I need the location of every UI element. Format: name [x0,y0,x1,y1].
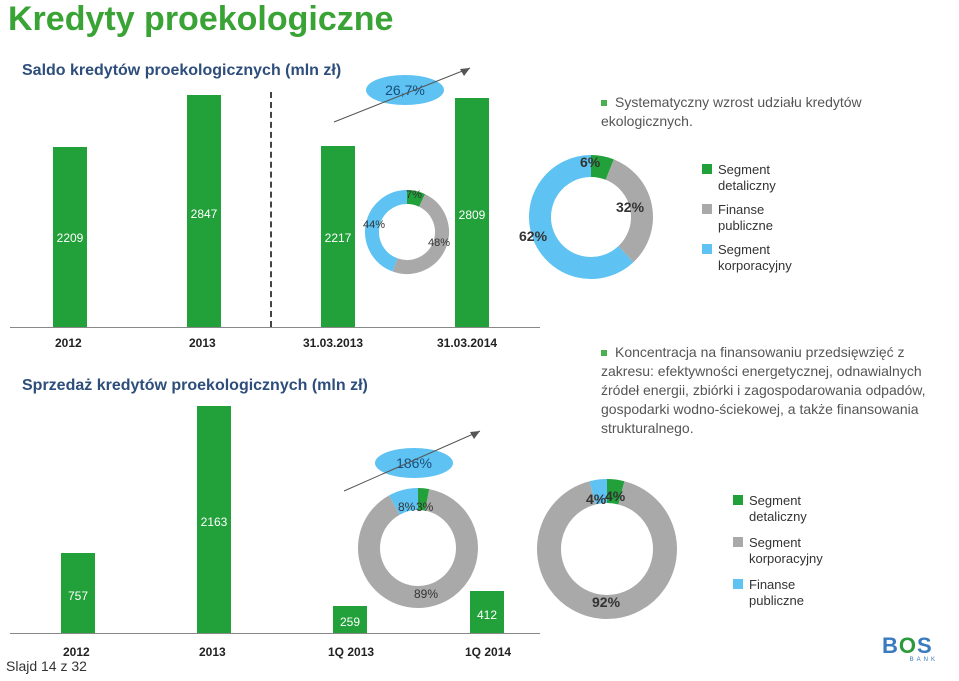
legend-swatch-blue [702,244,712,254]
dashed-separator [270,92,272,327]
axis-label-3103-2014: 31.03.2014 [437,336,498,350]
donut-slice [406,190,426,207]
bar-1q2013-bottom: 259 [333,606,367,633]
donut-label: 6% [580,154,601,170]
donut-label: 4% [605,488,626,504]
bar-2012-top: 2209 [53,147,87,327]
bottom-legend: Segment detaliczny Segment korporacyjny … [733,493,863,609]
donut-label: 92% [592,594,621,610]
growth-badge-bottom: 186% [375,448,453,478]
bar-2013-top: 2847 [187,95,221,327]
axis-label-1q2014: 1Q 2014 [465,645,512,659]
axis-label-3103-2013: 31.03.2013 [303,336,364,350]
bar-2012-bottom: 757 [61,553,95,633]
donut-slice [605,159,653,263]
donut-label: 3% [416,500,434,514]
donut-slice [529,155,634,279]
donut-label: 4% [586,491,607,507]
slide-number: Slajd 14 z 32 [6,658,87,674]
bottom-bullet: Koncentracja na finansowaniu przedsięwzi… [601,343,951,438]
bar-1q2014-bottom: 412 [470,591,504,633]
bar-value-label: 2163 [200,515,228,529]
bar-value-label: 412 [476,608,498,622]
top-bullet-text: Systematyczny wzrost udziału kredytów ek… [601,94,862,129]
donut-label: 32% [616,199,645,215]
donut-label: 62% [519,228,548,244]
growth-arrow-top [333,67,471,123]
legend-swatch-green [702,164,712,174]
legend-swatch-blue [733,579,743,589]
donut-slice [389,488,419,515]
donut-label: 8% [398,500,416,514]
donut-slice [606,479,625,505]
axis-label-2013: 2013 [199,645,226,659]
donut-slice [392,194,449,274]
legend-swatch-gray [733,537,743,547]
bar-value-label: 259 [339,615,361,629]
legend-swatch-gray [702,204,712,214]
donut-slice [537,481,677,619]
donut-slice [417,488,430,511]
donut-label: 48% [428,237,451,249]
axis-label-1q2013: 1Q 2013 [328,645,375,659]
axis-label-2012: 2012 [63,645,90,659]
growth-badge-top: 26,7% [366,75,444,105]
axis-label-2013: 2013 [189,336,216,350]
legend-item: Finanse publiczne [702,202,832,234]
page-title: Kredyty proekologiczne [8,0,394,38]
top-bullet: Systematyczny wzrost udziału kredytów ek… [601,93,901,131]
bullet-icon [601,350,607,357]
legend-item: Segment korporacyjny [733,535,863,567]
top-legend: Segment detaliczny Finanse publiczne Seg… [702,162,832,274]
donut-3103-2013 [365,190,449,274]
donut-slice [365,190,408,272]
donut-slice [590,155,614,180]
donut-1q2014 [537,479,677,619]
legend-item: Segment detaliczny [702,162,832,194]
donut-label: 7% [406,189,422,201]
donut-label: 89% [414,587,439,601]
logo-sub: BANK [909,657,938,663]
legend-swatch-green [733,495,743,505]
bar-3103-2014-top: 2809 [455,98,489,327]
legend-item: Finanse publiczne [733,577,863,609]
bar-value-label: 757 [67,589,89,603]
donut-slice [589,479,608,505]
bar-value-label: 2809 [458,208,486,222]
donut-1q2013 [358,488,478,608]
donut-slice [358,489,478,608]
legend-item: Segment korporacyjny [702,242,832,274]
bottom-section-title: Sprzedaż kredytów proekologicznych (mln … [22,377,368,394]
bar-value-label: 2217 [324,231,352,245]
bos-bank-logo: BOS BANK [882,635,944,667]
top-axis-line [10,327,540,328]
legend-item: Segment detaliczny [733,493,863,525]
top-section-title: Saldo kredytów proekologicznych (mln zł) [22,62,342,79]
bar-2013-bottom: 2163 [197,406,231,633]
axis-label-2012: 2012 [55,336,82,350]
growth-arrow-bottom [343,430,481,492]
bar-3103-2013-top: 2217 [321,146,355,327]
bar-value-label: 2847 [190,207,218,221]
bar-value-label: 2209 [56,231,84,245]
bottom-bullet-text: Koncentracja na finansowaniu przedsięwzi… [601,344,926,436]
bullet-icon [601,100,607,107]
bottom-axis-line [10,633,540,634]
donut-label: 44% [363,219,386,231]
logo-text: BOS [882,633,933,658]
donut-3103-2014 [529,155,653,279]
